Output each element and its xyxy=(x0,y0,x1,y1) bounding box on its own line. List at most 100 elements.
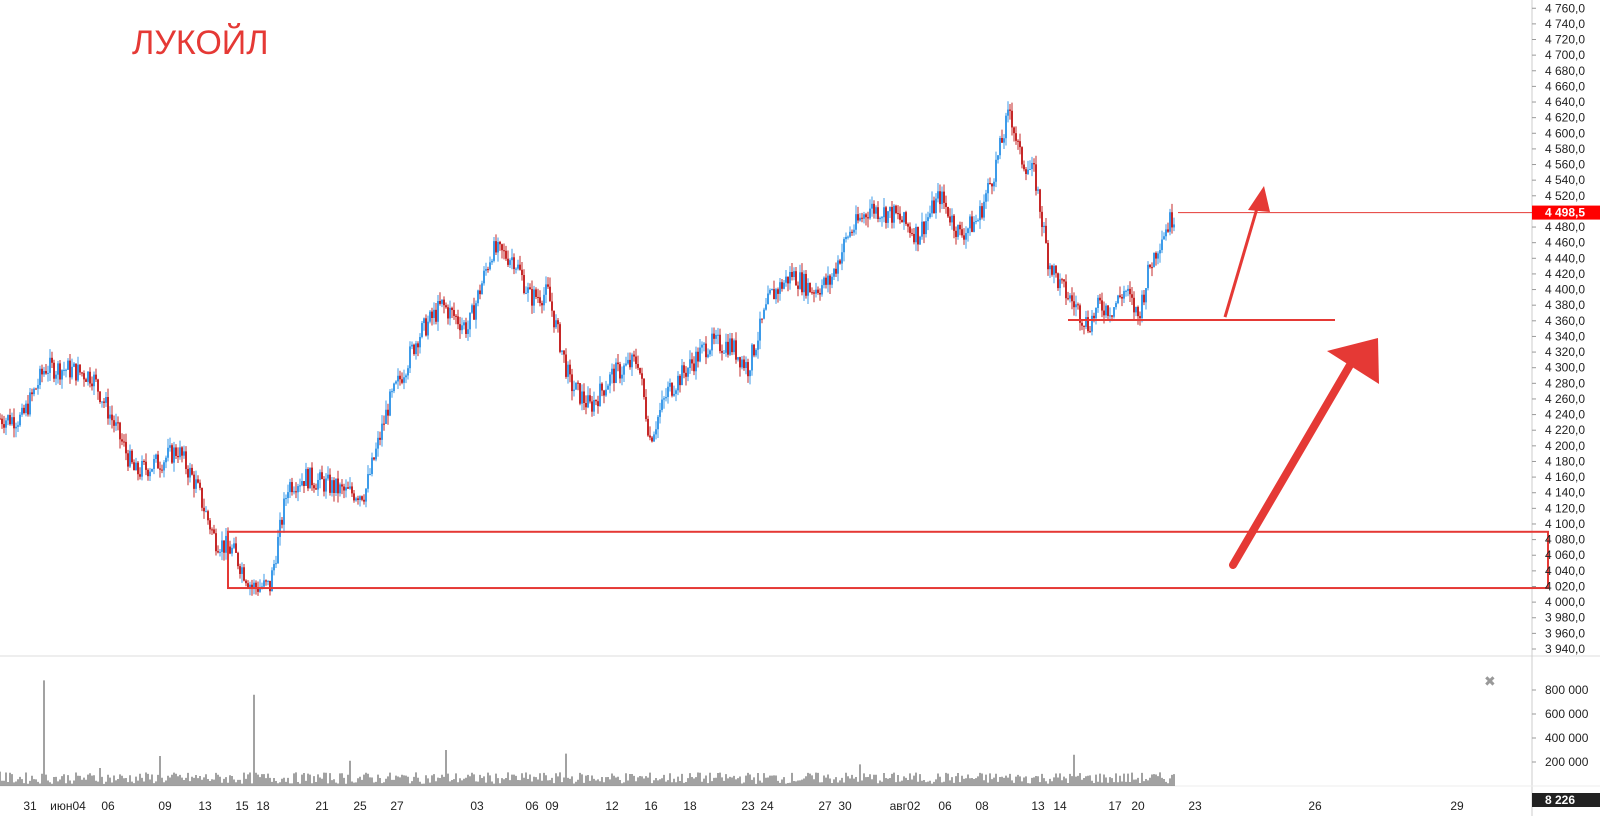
candle-body xyxy=(795,271,797,286)
date-tick-label: 25 xyxy=(353,799,367,813)
candle-body xyxy=(1065,281,1067,299)
candle-body xyxy=(563,350,565,355)
candle-body xyxy=(117,422,119,424)
candle-body xyxy=(45,370,47,374)
candle-body xyxy=(579,383,581,404)
date-tick-label: 20 xyxy=(1131,799,1145,813)
candle-body xyxy=(337,478,339,494)
candle-body xyxy=(783,282,785,289)
candle-body xyxy=(209,520,211,530)
price-tick-label: 4 140,0 xyxy=(1545,486,1585,500)
candle-body xyxy=(111,414,113,421)
date-tick-label: 06 xyxy=(101,799,115,813)
candle-body xyxy=(93,374,95,387)
candle-body xyxy=(589,395,591,402)
candle-body xyxy=(747,362,749,377)
candle-body xyxy=(433,309,435,318)
price-tick-label: 4 300,0 xyxy=(1545,361,1585,375)
candle-body xyxy=(1031,163,1033,170)
price-tick-label: 4 320,0 xyxy=(1545,345,1585,359)
candle-body xyxy=(43,370,45,375)
candle-body xyxy=(85,379,87,382)
close-volume-pane-icon[interactable]: ✖ xyxy=(1484,674,1496,690)
candle-body xyxy=(1111,315,1113,317)
candle-body xyxy=(1165,229,1167,237)
candle-body xyxy=(1087,317,1089,332)
candle-body xyxy=(789,271,791,284)
candle-body xyxy=(519,264,521,270)
chart-title: ЛУКОЙЛ xyxy=(132,24,269,62)
candle-body xyxy=(417,343,419,348)
candle-body xyxy=(1037,189,1039,191)
candle-body xyxy=(133,462,135,471)
candle-body xyxy=(463,322,465,326)
candle-body xyxy=(237,552,239,567)
candle-body xyxy=(861,217,863,219)
candle-body xyxy=(1129,288,1131,295)
candle-body xyxy=(17,425,19,427)
candle-body xyxy=(955,230,957,237)
candle-body xyxy=(1169,212,1171,232)
candle-body xyxy=(915,226,917,243)
candle-body xyxy=(475,303,477,320)
candle-body xyxy=(253,582,255,588)
candle-body xyxy=(229,546,231,554)
candle-body xyxy=(817,289,819,293)
candle-body xyxy=(961,229,963,236)
candle-body xyxy=(583,391,585,404)
candle-body xyxy=(223,540,225,553)
candle-body xyxy=(225,535,227,553)
candle-body xyxy=(183,451,185,456)
candle-body xyxy=(799,272,801,289)
candle-body xyxy=(823,277,825,286)
candle-body xyxy=(1153,252,1155,268)
price-tick-label: 4 660,0 xyxy=(1545,79,1585,93)
candle-body xyxy=(71,366,73,378)
candle-body xyxy=(441,299,443,304)
target-arrow-shaft xyxy=(1223,204,1260,318)
candle-body xyxy=(1131,294,1133,298)
candle-body xyxy=(647,418,649,436)
candle-body xyxy=(455,315,457,317)
candle-body xyxy=(197,479,199,483)
candle-body xyxy=(587,395,589,408)
candle-body xyxy=(1071,295,1073,302)
candle-body xyxy=(91,383,93,387)
candle-body xyxy=(61,370,63,380)
candle-body xyxy=(215,533,217,552)
candle-body xyxy=(1093,315,1095,319)
candle-body xyxy=(1143,294,1145,303)
candle-body xyxy=(503,250,505,252)
candle-body xyxy=(843,239,845,253)
candle-body xyxy=(399,375,401,380)
candle-body xyxy=(515,268,517,270)
candle-body xyxy=(565,354,567,377)
candle-body xyxy=(189,467,191,478)
candle-body xyxy=(807,283,809,296)
candle-body xyxy=(437,300,439,322)
volume-tick-label: 600 000 xyxy=(1545,707,1589,721)
candle-body xyxy=(835,268,837,274)
date-tick-label: 06 xyxy=(938,799,952,813)
candle-body xyxy=(1049,265,1051,270)
price-tick-label: 4 700,0 xyxy=(1545,48,1585,62)
candle-body xyxy=(629,359,631,368)
candle-body xyxy=(597,401,599,407)
candle-body xyxy=(1079,305,1081,323)
candle-body xyxy=(821,285,823,295)
candle-body xyxy=(1033,163,1035,165)
candle-body xyxy=(181,447,183,456)
candle-body xyxy=(585,403,587,408)
candle-body xyxy=(51,357,53,363)
date-tick-label: 23 xyxy=(1188,799,1202,813)
candle-body xyxy=(661,399,663,411)
candle-body xyxy=(1081,322,1083,326)
candle-body xyxy=(675,390,677,394)
price-tick-label: 4 000,0 xyxy=(1545,595,1585,609)
candle-body xyxy=(707,354,709,358)
candle-body xyxy=(995,159,997,182)
date-tick-label: авг02 xyxy=(890,799,921,813)
candle-body xyxy=(963,235,965,240)
annotations xyxy=(227,186,1549,590)
candle-body xyxy=(179,447,181,458)
